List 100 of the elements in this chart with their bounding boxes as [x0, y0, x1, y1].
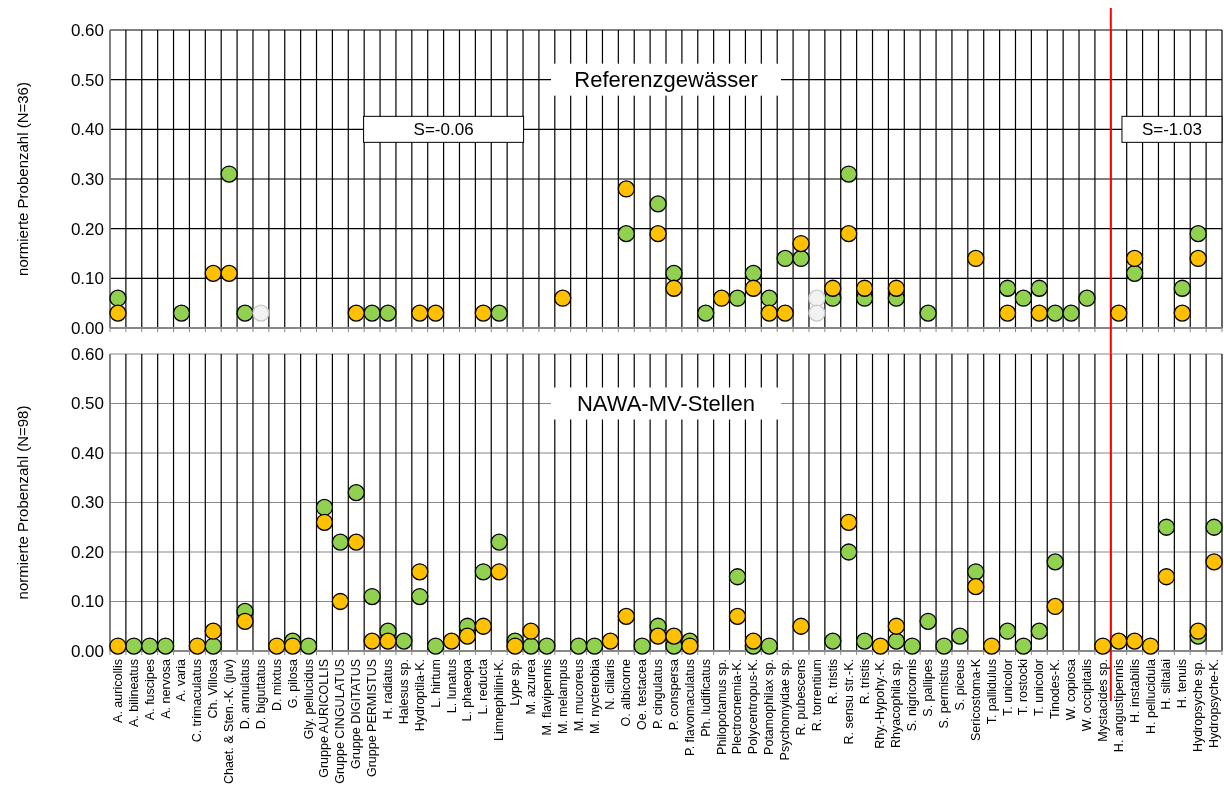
- point: [347, 533, 365, 551]
- point: [569, 637, 588, 655]
- point: [490, 304, 508, 322]
- x-tick-label: H. tenuis: [1175, 659, 1190, 709]
- x-tick-label: A. nervosa: [158, 658, 173, 719]
- x-tick-label: Philopotamus sp.: [714, 659, 729, 755]
- point: [649, 627, 667, 645]
- x-tick-label: Potamophilax sp.: [762, 659, 777, 755]
- point: [712, 289, 731, 307]
- point: [760, 289, 778, 307]
- y-tick-label: 0.10: [70, 269, 104, 289]
- point: [236, 612, 254, 630]
- point: [1110, 304, 1128, 322]
- point: [792, 234, 810, 253]
- point: [363, 587, 381, 606]
- annotation: S=-0.06: [413, 120, 474, 140]
- x-tick-label: Hydroptila-K.: [412, 659, 427, 732]
- x-tick-label: M. flavipennis: [539, 659, 554, 736]
- point: [744, 264, 763, 282]
- y-tick-label: 0.10: [70, 592, 104, 612]
- point: [1110, 632, 1128, 650]
- x-tick-label: H. radiatus: [381, 659, 395, 720]
- x-tick-label: S. nigricornis: [905, 659, 920, 732]
- point: [1094, 637, 1112, 655]
- point: [665, 279, 683, 297]
- point: [1125, 632, 1144, 650]
- x-tick-label: Sericostoma-K: [968, 658, 983, 741]
- annotation: S=-1.03: [1141, 120, 1202, 140]
- point: [617, 607, 635, 625]
- y-tick-label: 0.30: [70, 169, 104, 189]
- x-tick-label: O. albicorne: [619, 658, 634, 727]
- point: [141, 637, 159, 655]
- y-tick-label: 0.30: [70, 493, 104, 513]
- point: [617, 225, 635, 243]
- point: [1125, 249, 1144, 268]
- point: [109, 304, 127, 322]
- x-tick-label: H. instabilis: [1127, 659, 1142, 723]
- x-tick-label: H. pellucidula: [1143, 658, 1158, 735]
- point: [252, 304, 270, 322]
- x-tick-label: R. tristis: [857, 659, 872, 705]
- point: [474, 304, 492, 322]
- x-tick-label: P. conspersa: [666, 658, 681, 731]
- point: [792, 617, 810, 635]
- y-tick-label: 0.40: [70, 443, 104, 463]
- x-tick-label: D. annulatus: [238, 659, 253, 730]
- x-tick-label: R. torrentium: [809, 659, 824, 732]
- point: [1157, 518, 1176, 536]
- point: [506, 637, 524, 655]
- point: [1030, 279, 1048, 297]
- point: [156, 637, 175, 655]
- point: [474, 563, 492, 581]
- point: [585, 637, 604, 655]
- point: [744, 279, 763, 297]
- y-tick-label: 0.00: [70, 318, 104, 338]
- point: [1205, 518, 1223, 536]
- point: [665, 627, 683, 645]
- point: [840, 543, 858, 561]
- point: [760, 637, 778, 655]
- x-tick-label: T. unicolor: [1032, 659, 1047, 716]
- point: [220, 264, 238, 282]
- point: [299, 637, 318, 655]
- point: [728, 289, 747, 307]
- point: [601, 632, 620, 650]
- point: [220, 165, 238, 183]
- point: [1189, 225, 1207, 243]
- x-tick-label: R. pubescens: [794, 659, 809, 736]
- point: [649, 195, 667, 213]
- y-tick-label: 0.60: [70, 20, 104, 40]
- x-tick-label: Ch. Villosa: [206, 658, 221, 719]
- point: [188, 637, 207, 655]
- x-tick-label: P. cingulatus: [651, 659, 666, 729]
- point: [1157, 568, 1176, 586]
- point: [204, 264, 222, 282]
- x-tick-label: M. azurea: [523, 658, 538, 715]
- x-tick-label: L. lunatus: [444, 659, 459, 714]
- x-tick-label: W. occipitalis: [1079, 659, 1094, 732]
- x-tick-label: C. trimaculatus: [190, 659, 205, 743]
- point: [1030, 304, 1048, 322]
- point: [363, 632, 381, 650]
- x-tick-label: Hydropsyche sp.: [1191, 659, 1206, 753]
- point: [315, 498, 334, 517]
- point: [728, 607, 747, 625]
- x-tick-label: Rhyacophila sp.: [889, 659, 904, 748]
- x-tick-label: Hydropsyche-K.: [1207, 659, 1222, 748]
- title-box: Referenzgewässer: [551, 63, 781, 96]
- point: [347, 304, 365, 322]
- y-tick-label: 0.60: [70, 344, 104, 364]
- x-tick-label: Gly. pellucidus: [301, 659, 316, 740]
- x-tick-label: P. flavomaculatus: [682, 659, 697, 757]
- point: [665, 264, 683, 282]
- point: [172, 304, 191, 322]
- x-tick-label: M. nycterobia: [587, 658, 602, 735]
- x-tick-label: Rhy.-Hypohy.-K.: [873, 659, 888, 749]
- point: [395, 632, 413, 650]
- point: [824, 279, 842, 297]
- point: [490, 533, 508, 551]
- y-axis-title: normierte Probenzahl (N=98): [14, 405, 31, 600]
- point: [411, 304, 429, 322]
- point: [236, 304, 254, 322]
- point: [554, 289, 572, 307]
